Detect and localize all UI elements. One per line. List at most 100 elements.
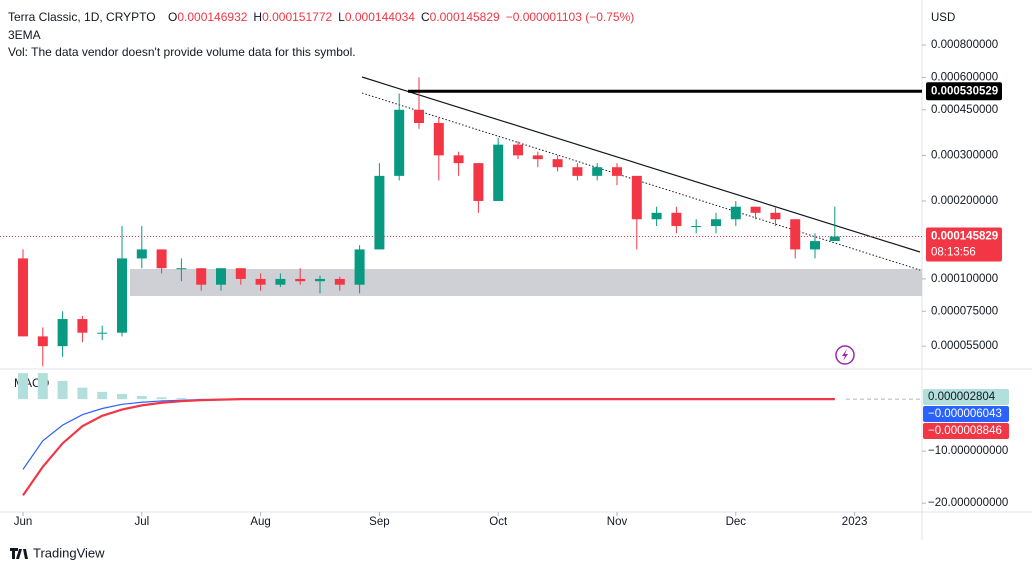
countdown: 08:13:56 bbox=[931, 247, 976, 259]
y-tick-label: 0.000100000 bbox=[931, 273, 998, 285]
candle-body bbox=[770, 212, 781, 220]
price-label: 0.000145829 bbox=[931, 231, 998, 243]
candle-body bbox=[37, 336, 48, 347]
candle-body bbox=[136, 249, 147, 259]
candle-body bbox=[532, 155, 543, 160]
candle-body bbox=[97, 332, 108, 334]
histogram-bar bbox=[18, 373, 28, 400]
macd-badge-label: −0.000006043 bbox=[928, 408, 1002, 420]
histogram-bar bbox=[57, 380, 68, 400]
volume-note: Vol: The data vendor doesn't provide vol… bbox=[8, 45, 356, 59]
ohlc-values: O0.000146932 H0.000151772 L0.000144034 C0.0… bbox=[168, 10, 634, 24]
trend-line bbox=[361, 76, 921, 253]
histogram-bar bbox=[77, 387, 88, 400]
candle-body bbox=[552, 159, 563, 168]
macd-badge-label: 0.000002804 bbox=[928, 391, 996, 403]
trend-line-dotted bbox=[361, 92, 921, 271]
candle-body bbox=[750, 206, 761, 213]
candle-body bbox=[216, 268, 226, 285]
ohlc-value: 0.000145829 bbox=[430, 10, 500, 24]
candle-body bbox=[810, 241, 820, 250]
candle-body bbox=[711, 219, 721, 227]
candle-body bbox=[374, 175, 385, 250]
candle-body bbox=[414, 109, 424, 124]
histogram-bar bbox=[117, 393, 127, 400]
macd-badge-label: −0.000008846 bbox=[928, 425, 1002, 437]
logo: TradingView bbox=[10, 545, 105, 560]
ohlc-value: 0.000151772 bbox=[262, 10, 332, 24]
candle-body bbox=[57, 319, 68, 347]
candle-body bbox=[572, 167, 583, 176]
x-tick-label: 2023 bbox=[842, 516, 868, 528]
candle-body bbox=[196, 268, 207, 285]
y-tick-label: 0.000800000 bbox=[931, 39, 998, 51]
candle-body bbox=[433, 123, 444, 156]
y-tick-label: 0.000075000 bbox=[931, 305, 998, 317]
candle-body bbox=[315, 278, 325, 282]
candle-body bbox=[691, 226, 702, 228]
icon-circle bbox=[835, 345, 855, 365]
candle-body bbox=[651, 212, 662, 220]
macd-badge bbox=[923, 423, 1009, 439]
candle-body bbox=[117, 258, 127, 333]
zone-rectangle bbox=[130, 269, 922, 296]
x-tick-label: Aug bbox=[250, 516, 270, 528]
x-tick-label: Dec bbox=[726, 516, 747, 528]
histogram-bar bbox=[196, 398, 207, 400]
candle-body bbox=[18, 258, 28, 337]
candle-body bbox=[156, 249, 167, 269]
macd-badge bbox=[923, 406, 1009, 422]
x-tick-label: Nov bbox=[607, 516, 628, 528]
level-badge bbox=[926, 82, 1002, 101]
ohlc-label: C bbox=[421, 10, 430, 24]
y-tick-label: 0.000300000 bbox=[931, 149, 998, 161]
flash-icon bbox=[835, 345, 855, 365]
candle-body bbox=[275, 278, 286, 285]
candle-body bbox=[612, 167, 622, 176]
y2-tick-label: −10.000000000 bbox=[928, 445, 1008, 457]
candle-body bbox=[255, 278, 266, 285]
x-tick-label: Jun bbox=[14, 516, 33, 528]
currency: USD bbox=[931, 12, 955, 24]
macd-badge bbox=[923, 389, 1009, 405]
histogram-bar bbox=[156, 397, 167, 400]
icon-bolt bbox=[842, 349, 848, 361]
candle-body bbox=[790, 219, 801, 250]
macd-line bbox=[22, 398, 835, 496]
y2-tick-label: −20.000000000 bbox=[928, 497, 1008, 509]
change: −0.000001103 (−0.75%) bbox=[506, 10, 635, 24]
histogram-bar bbox=[97, 391, 108, 400]
y-tick-label: 0.000200000 bbox=[931, 195, 998, 207]
candle-body bbox=[176, 268, 187, 270]
candle-body bbox=[730, 206, 741, 220]
brand: TradingView bbox=[33, 545, 105, 560]
header: Terra Classic, 1D, CRYPTO 3EMA Vol: The … bbox=[8, 10, 356, 59]
x-tick-label: Jul bbox=[134, 516, 149, 528]
candle-body bbox=[235, 268, 246, 279]
histogram-bar bbox=[136, 396, 147, 400]
ohlc-label: H bbox=[253, 10, 262, 24]
price-badge bbox=[926, 227, 1002, 262]
logo-icon bbox=[10, 548, 28, 559]
ohlc-value: 0.000146932 bbox=[177, 10, 247, 24]
x-tick-label: Oct bbox=[489, 516, 508, 528]
candle-body bbox=[671, 212, 682, 227]
ohlc-label: L bbox=[338, 10, 345, 24]
y-tick-label: 0.000055000 bbox=[931, 340, 998, 352]
candle-body bbox=[829, 236, 840, 242]
candle-body bbox=[394, 109, 405, 176]
candle-body bbox=[354, 249, 365, 285]
candle-body bbox=[473, 163, 484, 201]
candle-body bbox=[493, 144, 504, 201]
symbol-title: Terra Classic, 1D, CRYPTO bbox=[8, 10, 156, 24]
candle-body bbox=[513, 144, 523, 156]
histogram-bar bbox=[37, 373, 48, 400]
candle-body bbox=[295, 278, 306, 282]
level-label: 0.000530529 bbox=[931, 85, 998, 97]
y-tick-label: 0.000600000 bbox=[931, 71, 998, 83]
ohlc-value: 0.000144034 bbox=[345, 10, 415, 24]
candle-body bbox=[453, 155, 464, 164]
ohlc-label: O bbox=[168, 10, 177, 24]
indicator-name: 3EMA bbox=[8, 28, 41, 42]
